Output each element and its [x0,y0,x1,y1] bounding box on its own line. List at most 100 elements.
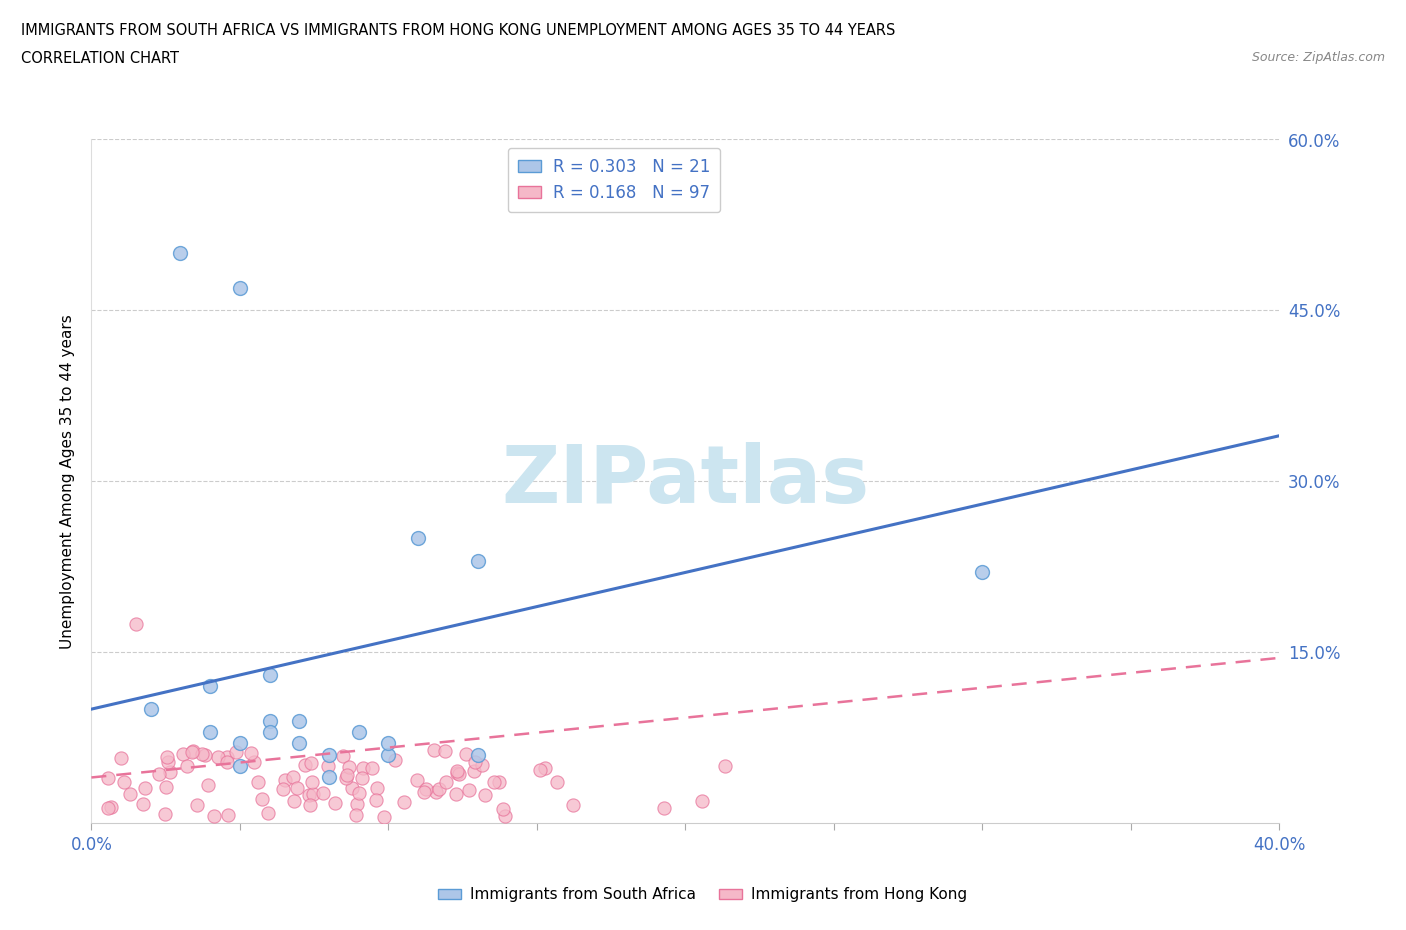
Point [340,780,363,795]
Point [225,745,247,760]
Point [457,783,479,798]
Y-axis label: Unemployment Among Ages 35 to 44 years: Unemployment Among Ages 35 to 44 years [60,314,76,648]
Point [256,805,278,820]
Point [406,772,429,787]
Point [301,787,323,802]
Point [283,793,305,808]
Point [346,797,368,812]
Point [312,785,335,800]
Point [273,773,295,788]
Legend: R = 0.303   N = 21, R = 0.168   N = 97: R = 0.303 N = 21, R = 0.168 N = 97 [508,148,720,212]
Point [215,755,238,770]
Point [250,791,273,806]
Point [406,531,429,546]
Point [285,781,308,796]
Point [259,724,281,739]
Point [392,794,415,809]
Point [474,787,496,802]
Point [347,786,370,801]
Point [297,788,319,803]
Point [449,767,471,782]
Point [377,736,399,751]
Point [110,751,132,765]
Point [215,750,238,764]
Point [169,246,191,261]
Point [229,280,252,295]
Point [200,679,222,694]
Point [118,787,141,802]
Point [155,779,177,794]
Point [298,798,321,813]
Point [337,759,360,774]
Point [316,759,339,774]
Point [259,713,281,728]
Point [413,785,436,800]
Point [243,754,266,769]
Point [714,759,737,774]
Point [271,782,294,797]
Point [97,801,120,816]
Point [301,775,323,790]
Point [294,758,316,773]
Point [332,749,354,764]
Point [561,798,583,813]
Point [446,766,468,781]
Point [191,747,214,762]
Point [288,713,311,728]
Point [217,807,239,822]
Point [972,565,994,580]
Point [464,754,486,769]
Point [318,770,340,785]
Point [207,750,229,764]
Point [471,758,494,773]
Point [467,748,489,763]
Point [229,759,252,774]
Point [156,750,179,764]
Point [318,748,340,763]
Point [434,743,457,758]
Point [335,771,357,786]
Point [202,809,225,824]
Point [100,800,122,815]
Point [181,744,204,759]
Point [425,784,447,799]
Point [546,775,568,790]
Point [176,759,198,774]
Point [259,668,281,683]
Point [690,793,713,808]
Point [172,746,194,761]
Text: IMMIGRANTS FROM SOUTH AFRICA VS IMMIGRANTS FROM HONG KONG UNEMPLOYMENT AMONG AGE: IMMIGRANTS FROM SOUTH AFRICA VS IMMIGRAN… [21,23,896,38]
Point [323,796,346,811]
Point [347,724,370,739]
Point [415,782,437,797]
Point [533,761,555,776]
Point [364,792,387,807]
Point [446,764,468,778]
Point [344,808,367,823]
Point [247,775,270,790]
Point [352,770,374,785]
Point [186,798,208,813]
Point [288,736,311,751]
Point [377,748,399,763]
Point [422,743,444,758]
Text: CORRELATION CHART: CORRELATION CHART [21,51,179,66]
Point [454,747,477,762]
Point [652,801,675,816]
Point [132,796,155,811]
Point [384,752,406,767]
Legend: Immigrants from South Africa, Immigrants from Hong Kong: Immigrants from South Africa, Immigrants… [432,882,974,909]
Point [125,617,148,631]
Text: Source: ZipAtlas.com: Source: ZipAtlas.com [1251,51,1385,64]
Point [494,808,516,823]
Point [492,802,515,817]
Point [283,769,305,784]
Point [299,756,322,771]
Point [139,702,162,717]
Point [373,809,395,824]
Point [197,777,219,792]
Point [434,775,457,790]
Point [112,774,135,789]
Point [157,754,180,769]
Point [148,767,170,782]
